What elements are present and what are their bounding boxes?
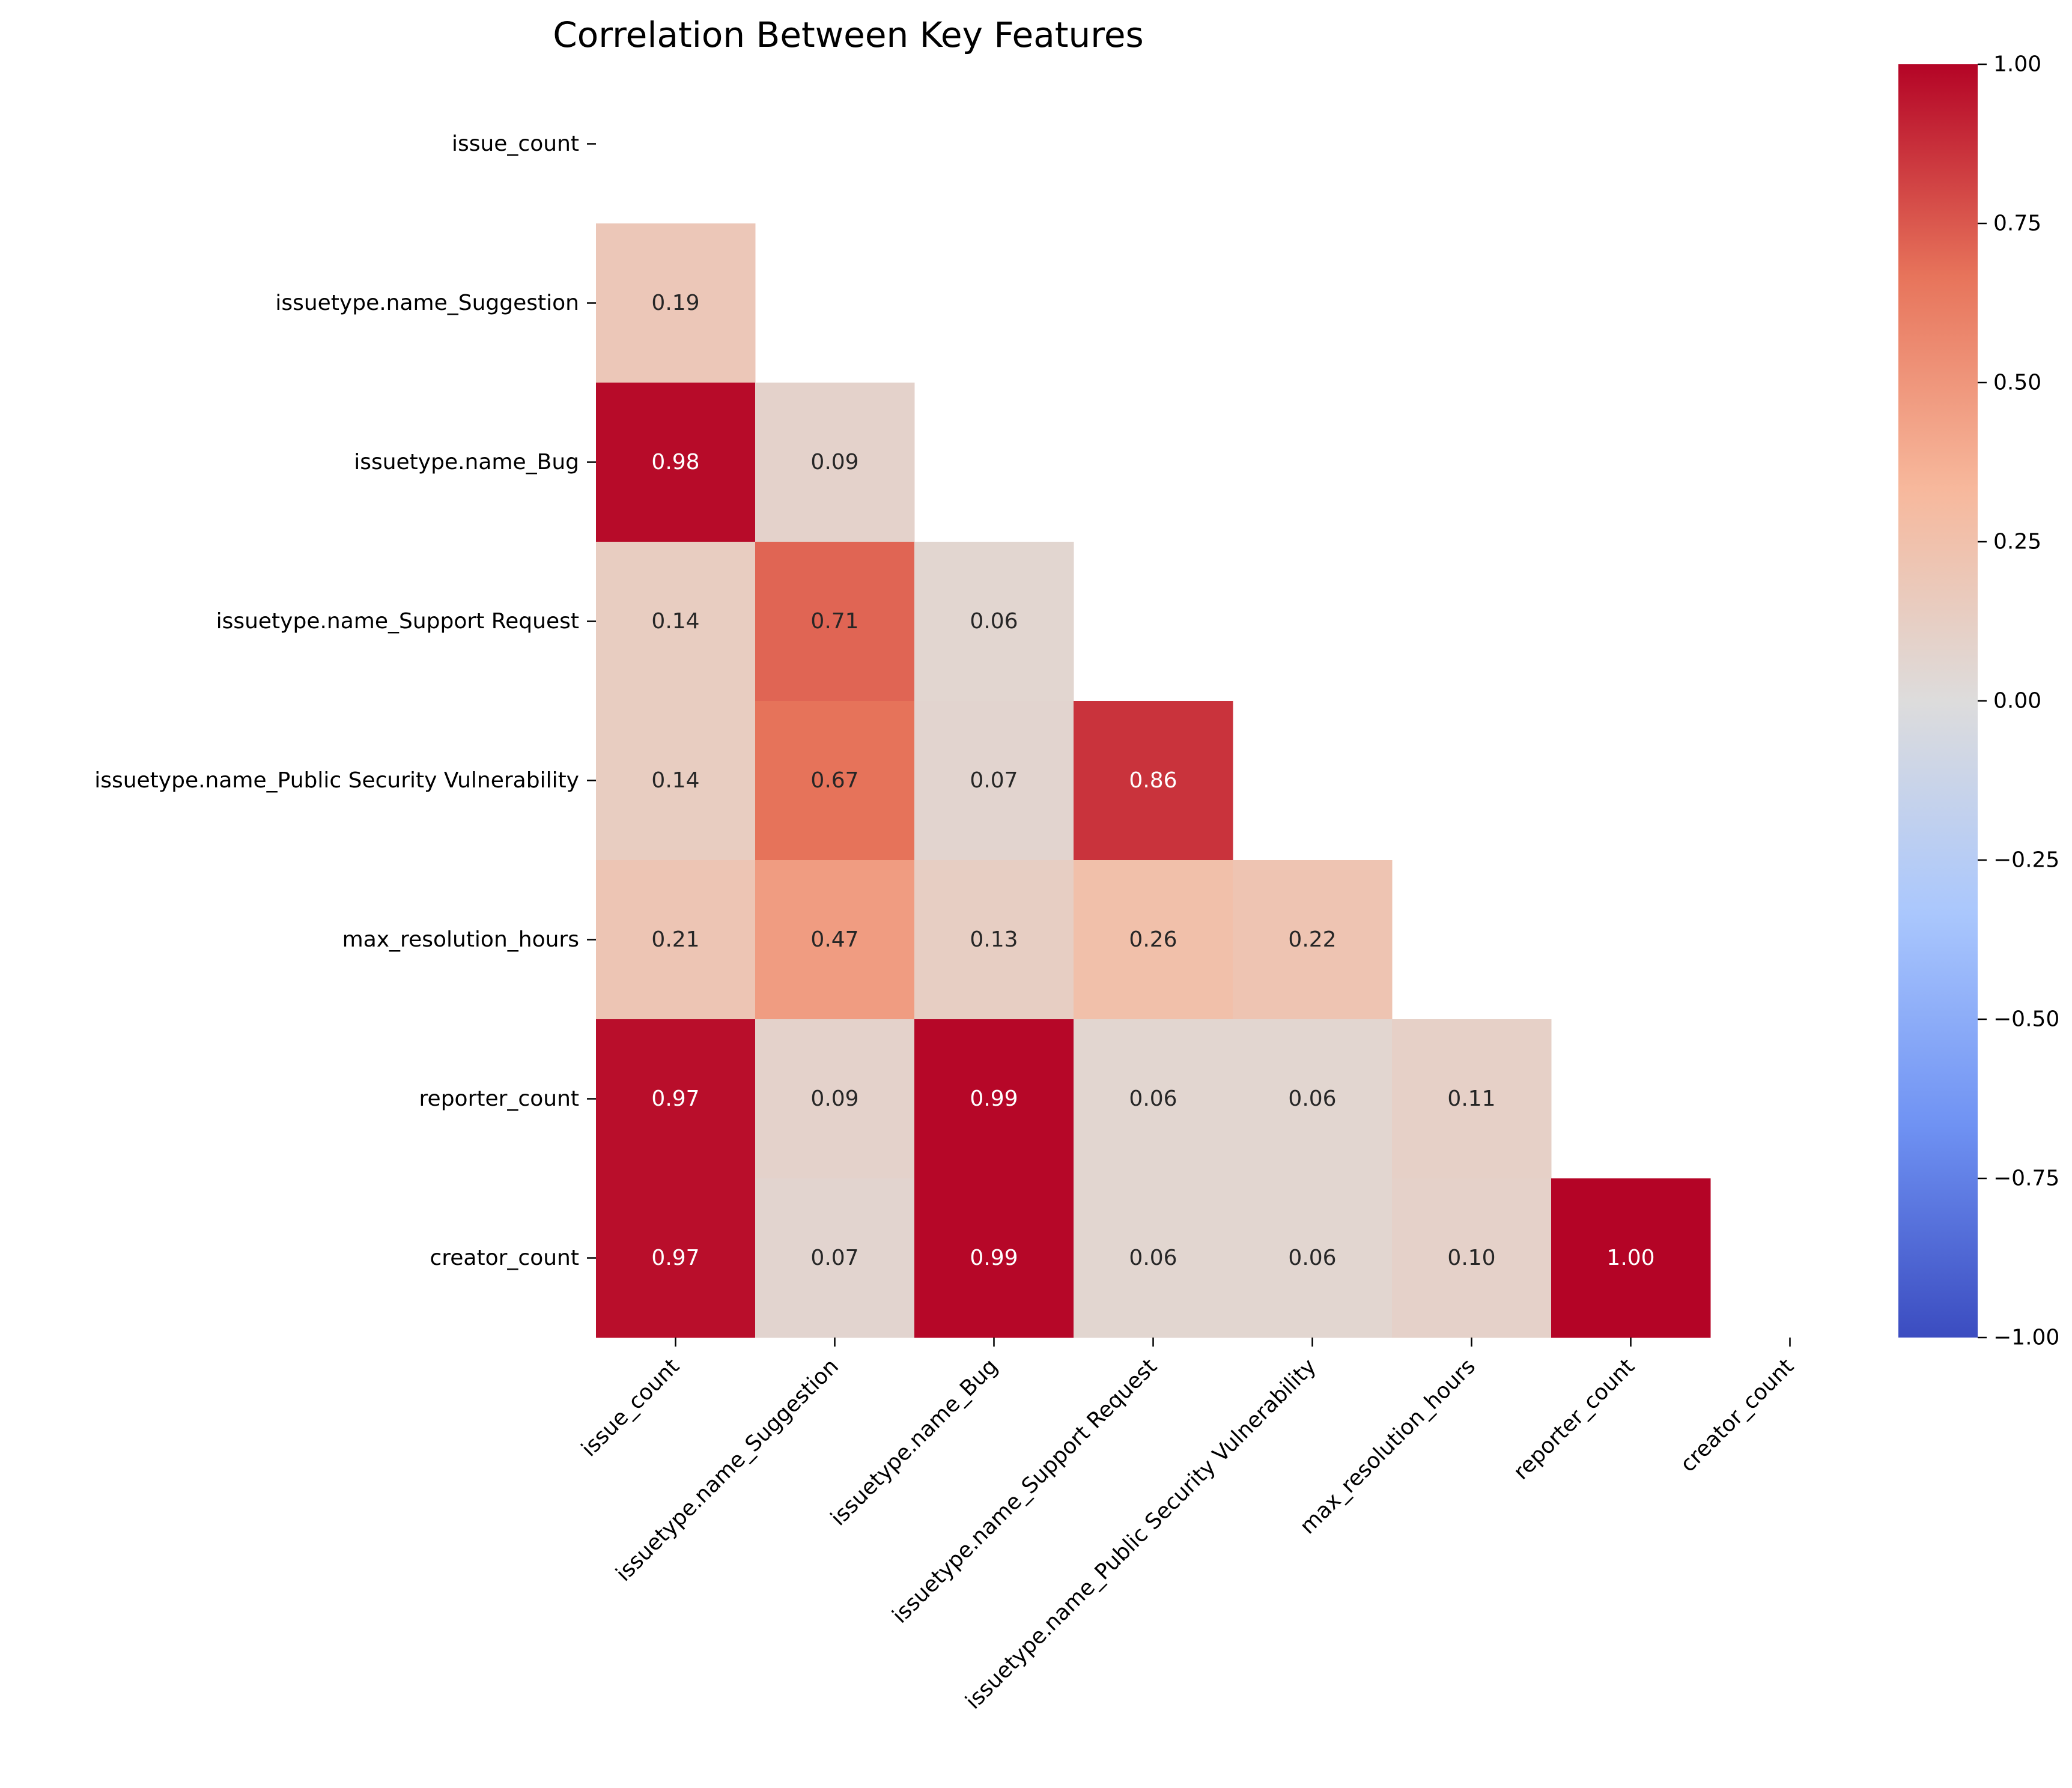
heatmap-cell xyxy=(1551,1178,1711,1338)
chart-title: Correlation Between Key Features xyxy=(553,14,1143,55)
cell-annotation: 0.97 xyxy=(651,1246,699,1270)
cell-annotation: 0.06 xyxy=(1129,1086,1177,1111)
heatmap-cell xyxy=(914,1019,1074,1179)
heatmap-cell xyxy=(1074,701,1233,861)
colorbar-tick-label: 0.50 xyxy=(1993,371,2041,395)
cell-annotation: 0.86 xyxy=(1129,768,1177,793)
y-tick-label: issuetype.name_Support Request xyxy=(216,609,579,634)
heatmap-cell xyxy=(1233,1178,1393,1338)
heatmap-cell xyxy=(596,383,756,542)
colorbar-tick-label: −0.50 xyxy=(1993,1007,2059,1032)
heatmap-cell xyxy=(596,542,756,702)
cell-annotation: 0.09 xyxy=(810,450,858,474)
cell-annotation: 0.98 xyxy=(651,450,699,474)
y-tick-label: issue_count xyxy=(452,132,579,156)
colorbar: 1.00 0.75 0.50 0.25 0.00 −0.25 −0.50 −0.75 −1.00 xyxy=(1898,52,2059,1350)
cell-annotation: 0.26 xyxy=(1129,927,1177,952)
y-tick-label: creator_count xyxy=(430,1246,579,1270)
heatmap-cell xyxy=(1233,860,1393,1020)
heatmap-cell xyxy=(596,223,756,383)
y-tick-label: max_resolution_hours xyxy=(342,927,579,952)
heatmap-cell xyxy=(1074,1019,1233,1179)
cell-annotation: 1.00 xyxy=(1606,1246,1654,1270)
colorbar-tick-label: 0.00 xyxy=(1993,689,2041,714)
heatmap-cell xyxy=(596,1019,756,1179)
cell-annotation: 0.14 xyxy=(651,768,699,793)
heatmap-cell xyxy=(596,1178,756,1338)
cell-annotation: 0.06 xyxy=(1288,1246,1336,1270)
y-tick-label: issuetype.name_Public Security Vulnerabi… xyxy=(94,768,579,793)
heatmap-cell xyxy=(596,860,756,1020)
cell-annotation: 0.47 xyxy=(810,927,858,952)
heatmap-cell xyxy=(755,860,915,1020)
heatmap-cell xyxy=(1074,860,1233,1020)
heatmap-cell xyxy=(1392,1178,1552,1338)
cell-annotation: 0.06 xyxy=(1129,1246,1177,1270)
cell-annotation: 0.21 xyxy=(651,927,699,952)
colorbar-gradient xyxy=(1898,64,1978,1338)
y-tick-label: issuetype.name_Suggestion xyxy=(275,291,579,315)
cell-annotation: 0.11 xyxy=(1447,1086,1495,1111)
cell-annotation: 0.13 xyxy=(970,927,1018,952)
heatmap-cell xyxy=(755,383,915,542)
cell-annotation: 0.06 xyxy=(1288,1086,1336,1111)
colorbar-tick-label: 0.25 xyxy=(1993,530,2041,554)
heatmap-cell xyxy=(914,860,1074,1020)
y-axis: issue_count issuetype.name_Suggestionissu… xyxy=(94,132,596,1270)
heatmap-annotations: 0.19 0.98 0.09 0.14 0.71 0.06 0.14 0.67 0.07 0.86… xyxy=(651,291,1654,1270)
heatmap-cell xyxy=(914,701,1074,861)
cell-annotation: 0.09 xyxy=(810,1086,858,1111)
cell-annotation: 0.06 xyxy=(970,609,1018,634)
colorbar-tick-label: −1.00 xyxy=(1993,1326,2059,1350)
cell-annotation: 0.97 xyxy=(651,1086,699,1111)
colorbar-tick-label: −0.25 xyxy=(1993,848,2059,873)
heatmap-cell xyxy=(1392,1019,1552,1179)
cell-annotation: 0.07 xyxy=(970,768,1018,793)
cell-annotation: 0.19 xyxy=(651,291,699,315)
cell-annotation: 0.10 xyxy=(1447,1246,1495,1270)
cell-annotation: 0.67 xyxy=(810,768,858,793)
cell-annotation: 0.99 xyxy=(970,1246,1018,1270)
y-tick-label: reporter_count xyxy=(419,1086,579,1111)
heatmap-cell xyxy=(1074,1178,1233,1338)
cell-annotation: 0.07 xyxy=(810,1246,858,1270)
heatmap-cell xyxy=(755,542,915,702)
colorbar-tick-label: −0.75 xyxy=(1993,1166,2059,1191)
heatmap-cell xyxy=(914,542,1074,702)
y-tick-label: issuetype.name_Bug xyxy=(354,450,579,474)
heatmap-cells xyxy=(596,223,1711,1338)
colorbar-tick-label: 1.00 xyxy=(1993,52,2041,77)
heatmap-cell xyxy=(755,1178,915,1338)
heatmap-cell xyxy=(1233,1019,1393,1179)
heatmap-cell xyxy=(914,1178,1074,1338)
heatmap-cell xyxy=(596,701,756,861)
cell-annotation: 0.71 xyxy=(810,609,858,634)
cell-annotation: 0.22 xyxy=(1288,927,1336,952)
cell-annotation: 0.14 xyxy=(651,609,699,634)
colorbar-tick-label: 0.75 xyxy=(1993,211,2041,236)
heatmap-cell xyxy=(755,1019,915,1179)
heatmap-cell xyxy=(755,701,915,861)
cell-annotation: 0.99 xyxy=(970,1086,1018,1111)
